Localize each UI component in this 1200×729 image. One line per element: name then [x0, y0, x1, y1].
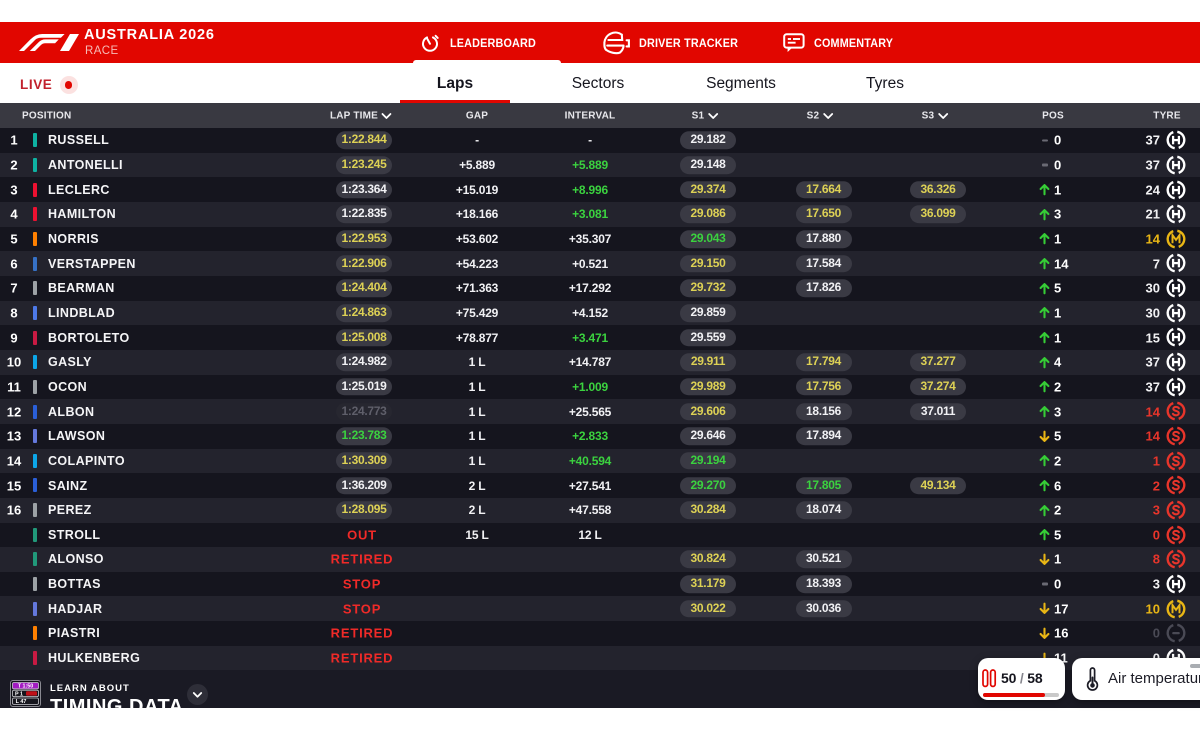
svg-text:T 1:50: T 1:50	[18, 683, 34, 689]
svg-text:L 47: L 47	[16, 699, 27, 705]
svg-text:P 1: P 1	[15, 691, 23, 697]
